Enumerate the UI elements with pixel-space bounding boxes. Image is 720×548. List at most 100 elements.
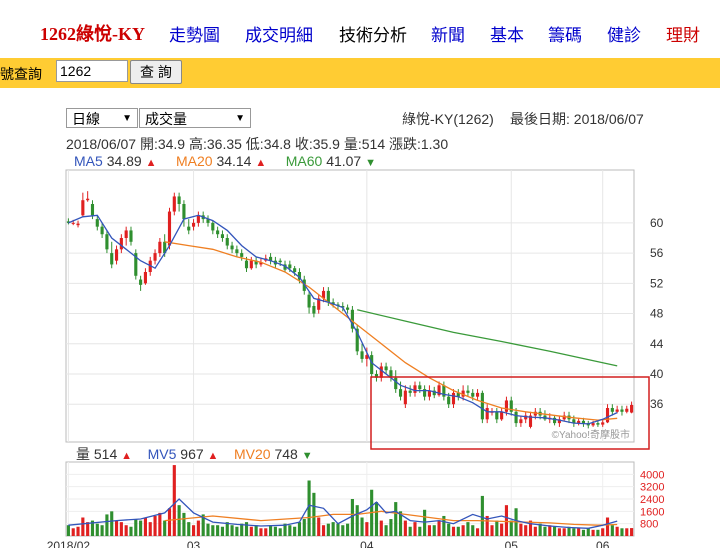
volume-bar bbox=[456, 526, 460, 536]
volume-bar bbox=[95, 523, 99, 536]
candle-body bbox=[379, 366, 383, 378]
stock-title: 1262綠悅-KY bbox=[40, 24, 145, 44]
mv20-label: MV20 bbox=[233, 446, 271, 462]
candle-body bbox=[230, 245, 234, 250]
candle-body bbox=[620, 409, 624, 412]
x-tick-label: 06 bbox=[596, 539, 610, 548]
candle-body bbox=[485, 408, 489, 420]
chevron-down-icon: ▼ bbox=[122, 113, 132, 124]
candle-body bbox=[177, 196, 181, 204]
candle-body bbox=[76, 223, 80, 226]
volume-bar bbox=[461, 525, 465, 536]
volume-bar bbox=[355, 505, 359, 536]
candle-body bbox=[601, 422, 605, 425]
volume-bar bbox=[288, 525, 292, 536]
candle-body bbox=[562, 415, 566, 420]
candle-body bbox=[596, 423, 600, 425]
volume-bar bbox=[538, 523, 542, 536]
search-button[interactable]: 查 詢 bbox=[130, 60, 182, 84]
volume-bar bbox=[480, 495, 484, 536]
nav-trend[interactable]: 走勢圖 bbox=[169, 26, 220, 45]
volume-bar bbox=[601, 528, 605, 536]
last-date: 最後日期: 2018/06/07 bbox=[510, 111, 644, 127]
volume-bar bbox=[365, 522, 369, 536]
volume-bar bbox=[240, 523, 244, 536]
volume-bar bbox=[114, 520, 119, 536]
volume-bar bbox=[66, 525, 70, 536]
candle-body bbox=[100, 226, 104, 235]
candle-body bbox=[225, 238, 229, 246]
candle-body bbox=[119, 238, 123, 250]
nav-trade-detail[interactable]: 成交明細 bbox=[245, 26, 313, 45]
price-tick-label: 60 bbox=[650, 216, 664, 230]
volume-bar bbox=[630, 528, 634, 536]
volume-tick-label: 4000 bbox=[640, 469, 664, 481]
price-tick-label: 56 bbox=[650, 246, 664, 260]
candle-body bbox=[191, 222, 196, 227]
candle-body bbox=[124, 230, 128, 238]
volume-bar bbox=[519, 523, 523, 536]
x-tick-label: 05 bbox=[505, 539, 519, 548]
volume-bar bbox=[350, 499, 354, 536]
volume-bar bbox=[105, 514, 109, 536]
period-select[interactable]: 日線 ▼ bbox=[66, 108, 138, 128]
nav-chips[interactable]: 籌碼 bbox=[548, 26, 582, 45]
candle-body bbox=[206, 219, 210, 223]
candle-body bbox=[182, 204, 186, 220]
candle-body bbox=[283, 264, 287, 270]
volume-bar bbox=[389, 519, 393, 536]
volume-bar bbox=[577, 528, 581, 536]
volume-tick-label: 800 bbox=[640, 519, 658, 531]
candle-body bbox=[288, 264, 292, 269]
candle-body bbox=[269, 256, 273, 261]
candle-body bbox=[317, 298, 321, 310]
volume-bar bbox=[201, 514, 205, 536]
candle-body bbox=[461, 390, 465, 397]
price-tick-label: 36 bbox=[650, 397, 664, 411]
candle-body bbox=[90, 204, 95, 216]
volume-bar bbox=[196, 520, 200, 536]
candle-body bbox=[254, 260, 258, 265]
volume-bar bbox=[485, 515, 489, 536]
volume-bar bbox=[312, 492, 316, 536]
candle-body bbox=[312, 306, 316, 314]
mv20-value: 748 bbox=[274, 446, 298, 462]
candle-body bbox=[365, 355, 369, 359]
candle-body bbox=[114, 249, 119, 261]
volume-bar bbox=[278, 528, 282, 536]
volume-bar bbox=[172, 465, 176, 536]
ohlc-summary: 2018/06/07 開:34.9 高:36.35 低:34.8 收:35.9 … bbox=[66, 136, 449, 152]
volume-bar bbox=[596, 529, 600, 536]
candle-body bbox=[196, 215, 200, 223]
volume-bar bbox=[307, 480, 311, 536]
volume-bar bbox=[124, 525, 128, 536]
candle-body bbox=[495, 411, 499, 420]
candle-body bbox=[427, 390, 431, 397]
candle-body bbox=[110, 253, 114, 265]
indicator-select[interactable]: 成交量 ▼ bbox=[139, 108, 251, 128]
ma60-value: 41.07 bbox=[326, 153, 362, 169]
candle-body bbox=[134, 253, 138, 276]
chevron-down-icon: ▼ bbox=[235, 113, 245, 124]
volume-bar bbox=[403, 520, 407, 536]
arrow-up-icon: ▲ bbox=[121, 450, 133, 462]
indicator-select-value: 成交量 bbox=[145, 111, 187, 127]
volume-bar bbox=[283, 523, 287, 536]
stock-code-input[interactable] bbox=[56, 60, 128, 82]
candle-body bbox=[557, 419, 561, 424]
candle-body bbox=[71, 222, 75, 224]
nav-finance[interactable]: 理財 bbox=[666, 26, 700, 45]
candle-body bbox=[297, 272, 302, 280]
volume-bar bbox=[90, 520, 95, 536]
candle-body bbox=[630, 404, 634, 413]
mv5-line bbox=[68, 498, 618, 529]
volume-bar bbox=[509, 520, 513, 536]
ma5-label: MA5 bbox=[74, 153, 103, 169]
nav-news[interactable]: 新聞 bbox=[431, 26, 465, 45]
nav-diagnosis[interactable]: 健診 bbox=[607, 26, 641, 45]
nav-basic[interactable]: 基本 bbox=[490, 26, 524, 45]
nav-technical-analysis[interactable]: 技術分析 bbox=[339, 26, 407, 45]
volume-bar bbox=[259, 528, 263, 536]
ma60-line bbox=[357, 309, 618, 367]
